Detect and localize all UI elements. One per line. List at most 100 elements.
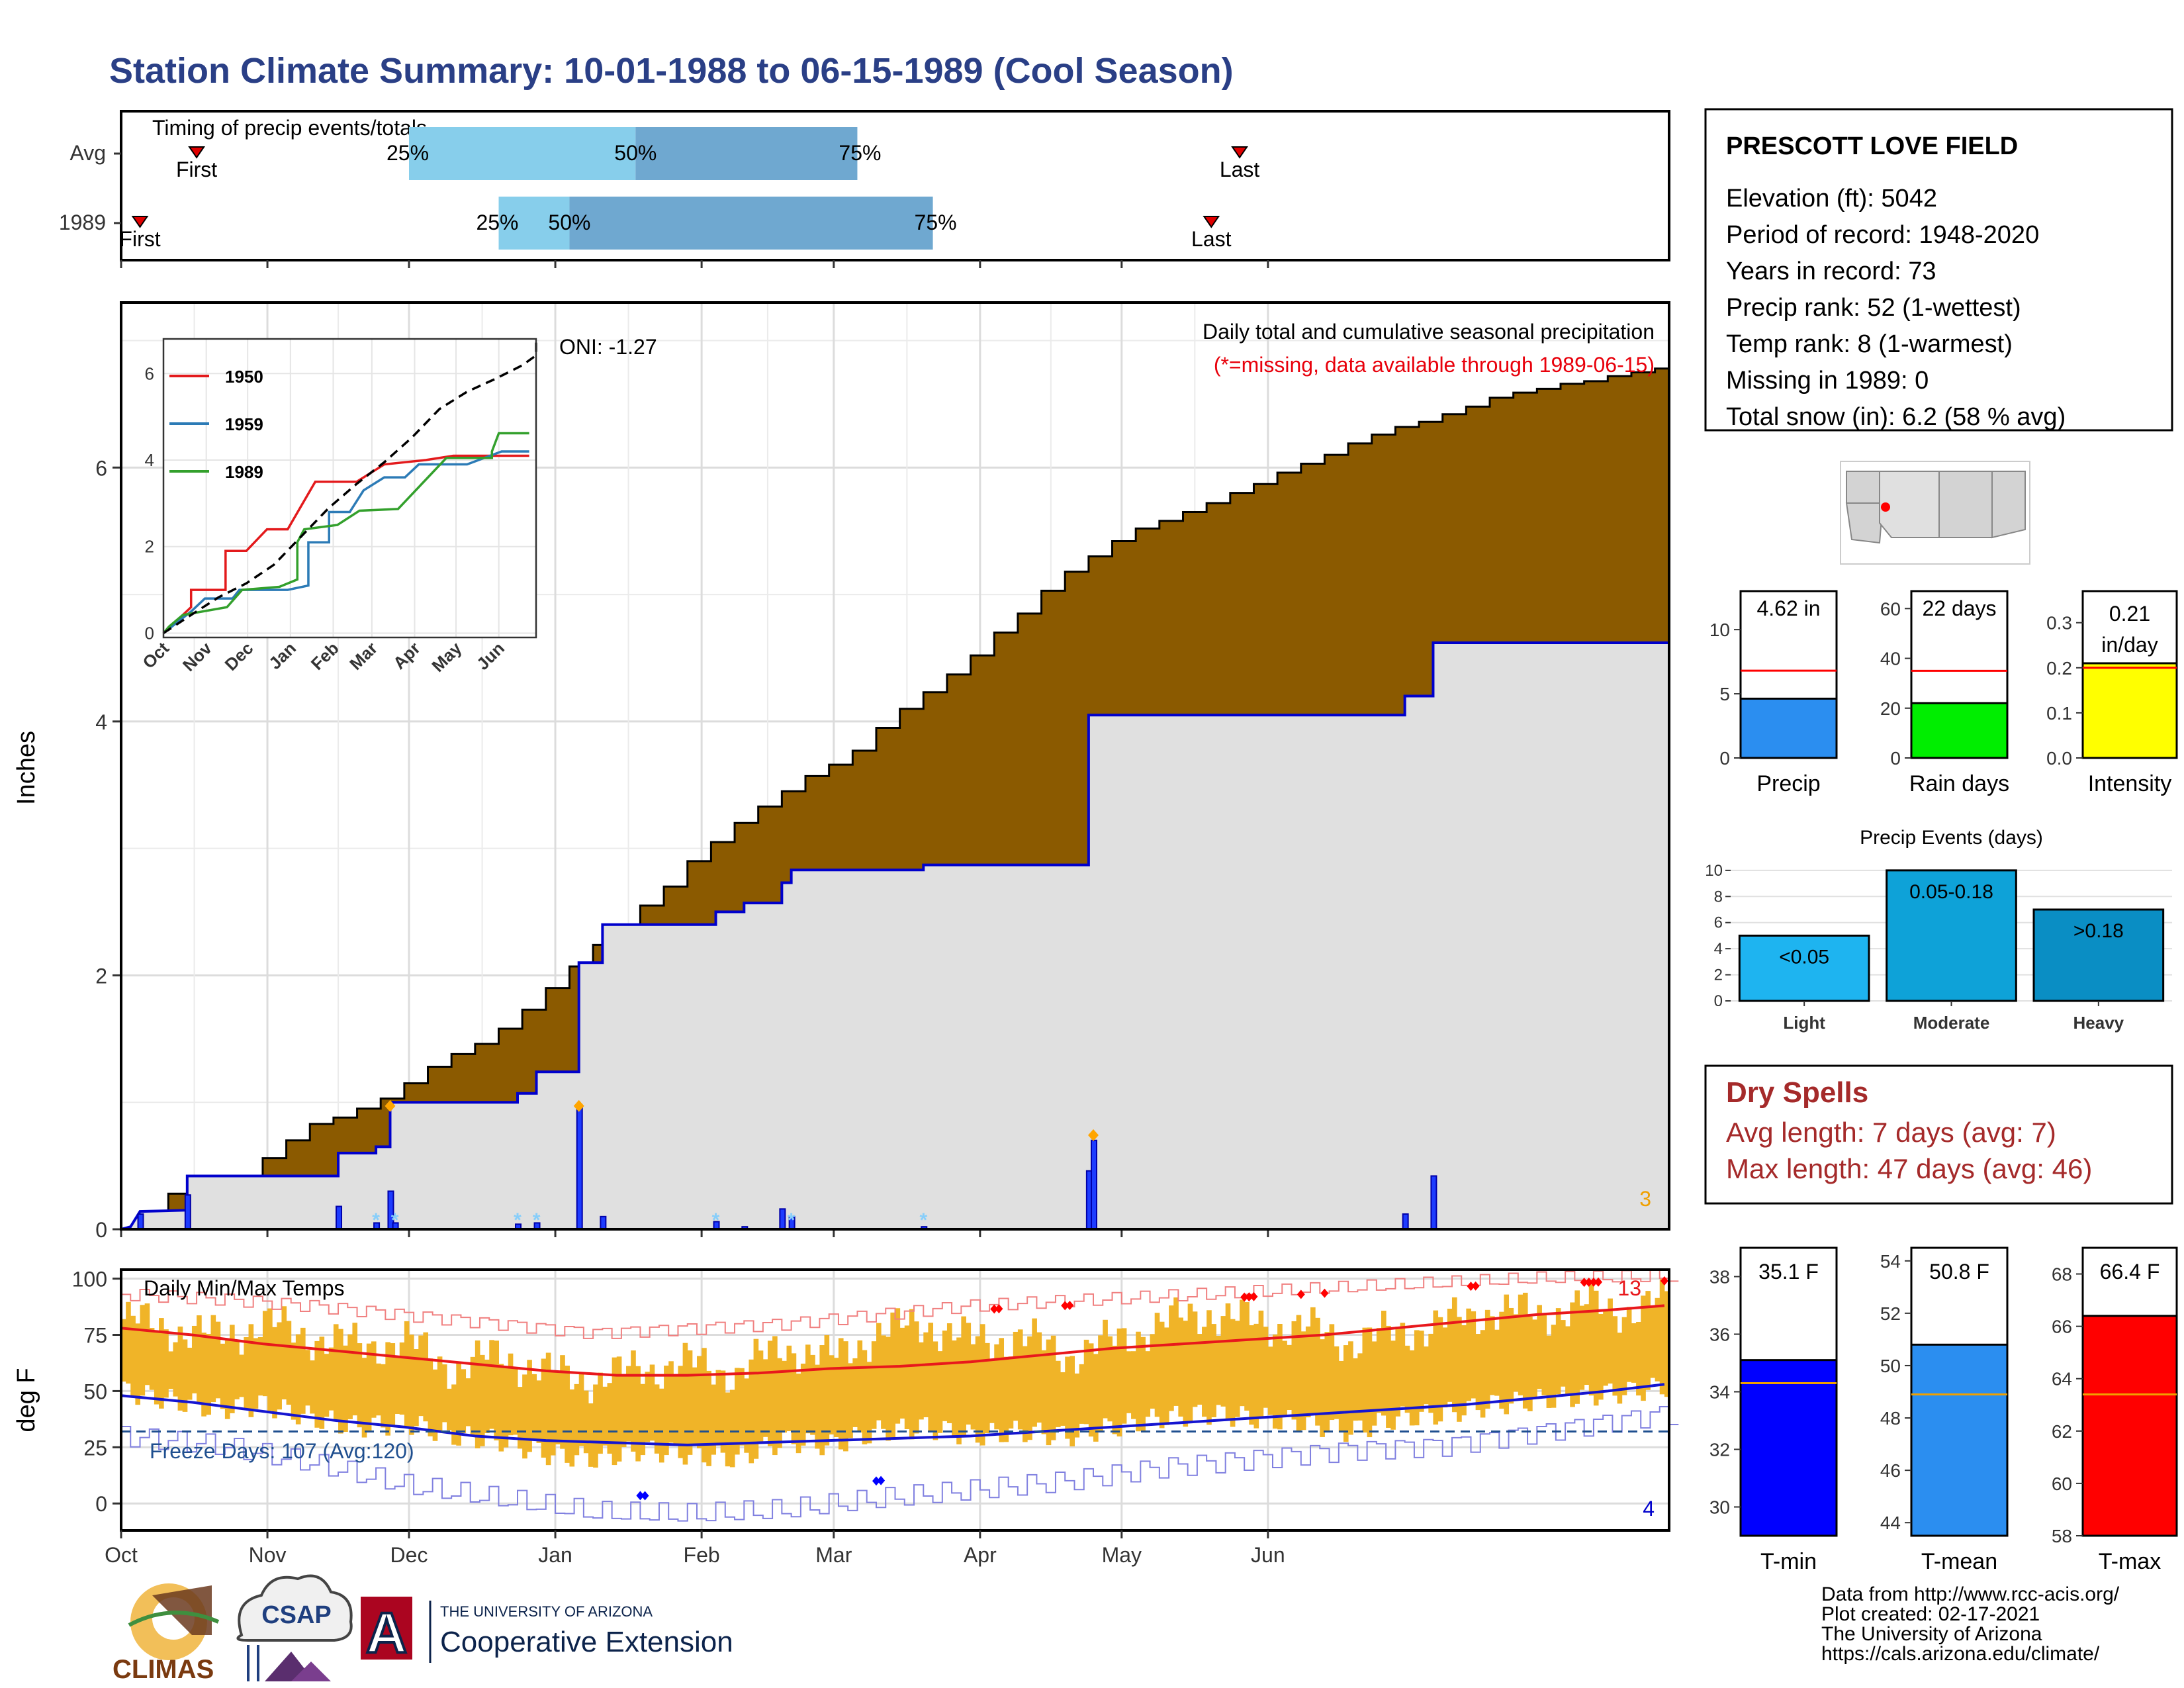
- daily-temp-range-bar: [319, 1336, 325, 1429]
- daily-temp-range-bar: [456, 1362, 461, 1446]
- avg-tmin-line: [120, 1383, 1665, 1446]
- daily-temp-range-bar: [1428, 1333, 1433, 1413]
- daily-temp-range-bar: [1008, 1356, 1014, 1429]
- daily-temp-range-bar: [899, 1327, 905, 1419]
- inset-legend-label: 1959: [225, 414, 263, 434]
- first-event-label: First: [119, 227, 160, 251]
- daily-temp-range-bar: [659, 1388, 664, 1463]
- daily-temp-range-bar: [234, 1340, 240, 1399]
- inset-legend-label: 1989: [225, 462, 263, 482]
- temp-bar: [1910, 1343, 2009, 1537]
- temp-bar-y-tick-label: 46: [1880, 1460, 1901, 1481]
- record-max-marker: [1467, 1282, 1475, 1291]
- daily-temp-range-bar: [1353, 1358, 1358, 1421]
- daily-temp-range-bar: [1088, 1343, 1094, 1437]
- daily-temp-range-bar: [531, 1374, 537, 1441]
- daily-temp-range-bar: [154, 1332, 159, 1405]
- daily-temp-range-bar: [866, 1362, 872, 1444]
- precip-events-y-tick-label: 4: [1714, 940, 1723, 958]
- last-event-label: Last: [1220, 158, 1260, 181]
- daily-temp-range-bar: [130, 1315, 136, 1398]
- daily-temp-range-bar: [1381, 1311, 1387, 1416]
- daily-temp-range-bar: [1211, 1324, 1216, 1417]
- station-info-line: Precip rank: 52 (1-wettest): [1726, 294, 2021, 322]
- daily-temp-range-bar: [1348, 1341, 1353, 1435]
- daily-temp-range-bar: [447, 1388, 452, 1430]
- daily-temp-range-bar: [588, 1403, 594, 1467]
- daily-temp-range-bar: [441, 1364, 447, 1423]
- precip-y-tick-label: 4: [95, 710, 107, 734]
- daily-temp-range-bar: [843, 1341, 848, 1452]
- daily-temp-range-bar: [881, 1335, 886, 1429]
- temp-y-tick-label: 75: [83, 1324, 107, 1348]
- daily-temp-range-bar: [1315, 1317, 1320, 1426]
- daily-temp-range-bar: [1060, 1372, 1066, 1426]
- timing-label-50: 50%: [614, 141, 657, 165]
- temp-bar-y-tick-label: 68: [2052, 1264, 2072, 1285]
- daily-temp-range-bar: [777, 1358, 782, 1448]
- daily-temp-range-bar: [1371, 1341, 1377, 1426]
- daily-temp-range-bar: [937, 1351, 943, 1433]
- oni-value: ONI: -1.27: [559, 335, 657, 359]
- daily-temp-range-bar: [621, 1374, 627, 1447]
- daily-temp-range-bar: [626, 1366, 631, 1442]
- cumulative-1989-area: [121, 642, 1669, 1229]
- daily-temp-range-bar: [966, 1323, 972, 1425]
- daily-temp-range-bar: [224, 1338, 230, 1419]
- daily-temp-range-bar: [909, 1309, 915, 1440]
- daily-temp-range-bar: [919, 1342, 924, 1420]
- mini-bar-name: Intensity: [2088, 771, 2172, 796]
- daily-temp-range-bar: [664, 1365, 669, 1456]
- daily-temp-range-bar: [1116, 1328, 1122, 1436]
- daily-temp-range-bar: [144, 1303, 150, 1385]
- temp-bar-y-tick-label: 52: [1880, 1303, 1901, 1324]
- daily-temp-range-bar: [1400, 1323, 1406, 1407]
- daily-temp-range-bar: [1641, 1295, 1646, 1401]
- daily-temp-range-bar: [479, 1354, 485, 1446]
- daily-temp-range-bar: [800, 1363, 806, 1446]
- month-tick-label: Nov: [249, 1543, 287, 1567]
- csap-logo: CSAP: [236, 1574, 353, 1681]
- daily-temp-range-bar: [1041, 1350, 1047, 1434]
- daily-temp-range-bar: [1447, 1309, 1453, 1402]
- state-az: [1879, 471, 1940, 538]
- daily-temp-range-bar: [1074, 1373, 1080, 1438]
- daily-temp-range-bar: [933, 1341, 938, 1440]
- daily-temp-range-bar: [187, 1347, 193, 1400]
- mini-bar-name: Rain days: [1909, 771, 2009, 796]
- daily-temp-range-bar: [437, 1356, 443, 1430]
- month-tick-label: Dec: [390, 1543, 428, 1567]
- daily-temp-range-bar: [1451, 1297, 1457, 1413]
- precip-y-tick-label: 2: [95, 964, 107, 988]
- dry-spell-avg: Avg length: 7 days (avg: 7): [1726, 1117, 2056, 1148]
- timing-bar-25-50: [498, 197, 570, 250]
- record-max-marker: [1471, 1281, 1480, 1291]
- record-max-marker: [1061, 1301, 1069, 1311]
- temp-bar-chart-t-mean: 44 46 48 50 52 54 50.8 F T-mean: [1880, 1246, 2009, 1574]
- daily-temp-range-bar: [512, 1367, 518, 1435]
- svg-text:CSAP: CSAP: [261, 1601, 332, 1629]
- missing-day-marker: *: [514, 1209, 522, 1231]
- inset-y-tick-label: 2: [145, 537, 154, 557]
- month-tick-label: Jan: [538, 1543, 572, 1567]
- daily-temp-range-bar: [257, 1336, 263, 1396]
- daily-temp-range-bar: [1437, 1317, 1443, 1422]
- daily-temp-range-bar: [159, 1318, 164, 1409]
- daily-temp-range-bar: [550, 1372, 556, 1456]
- daily-temp-range-bar: [191, 1325, 197, 1393]
- daily-temp-range-bar: [1036, 1332, 1042, 1423]
- daily-temp-range-bar: [1225, 1303, 1231, 1421]
- daily-temp-range-bar: [291, 1342, 296, 1420]
- daily-temp-range-bar: [1150, 1334, 1156, 1409]
- daily-temp-range-bar: [890, 1312, 895, 1438]
- record-max-line: [121, 1269, 1679, 1339]
- record-max-marker: [1297, 1289, 1305, 1299]
- temp-bar-y-tick-label: 66: [2052, 1317, 2072, 1337]
- daily-temp-range-bar: [1032, 1318, 1037, 1427]
- daily-temp-range-bar: [1386, 1325, 1391, 1428]
- daily-temp-range-bar: [1471, 1311, 1477, 1399]
- daily-temp-range-bar: [612, 1357, 617, 1466]
- daily-temp-range-bar: [1579, 1305, 1585, 1390]
- record-min-line: [121, 1406, 1679, 1522]
- daily-temp-range-bar: [1655, 1297, 1661, 1382]
